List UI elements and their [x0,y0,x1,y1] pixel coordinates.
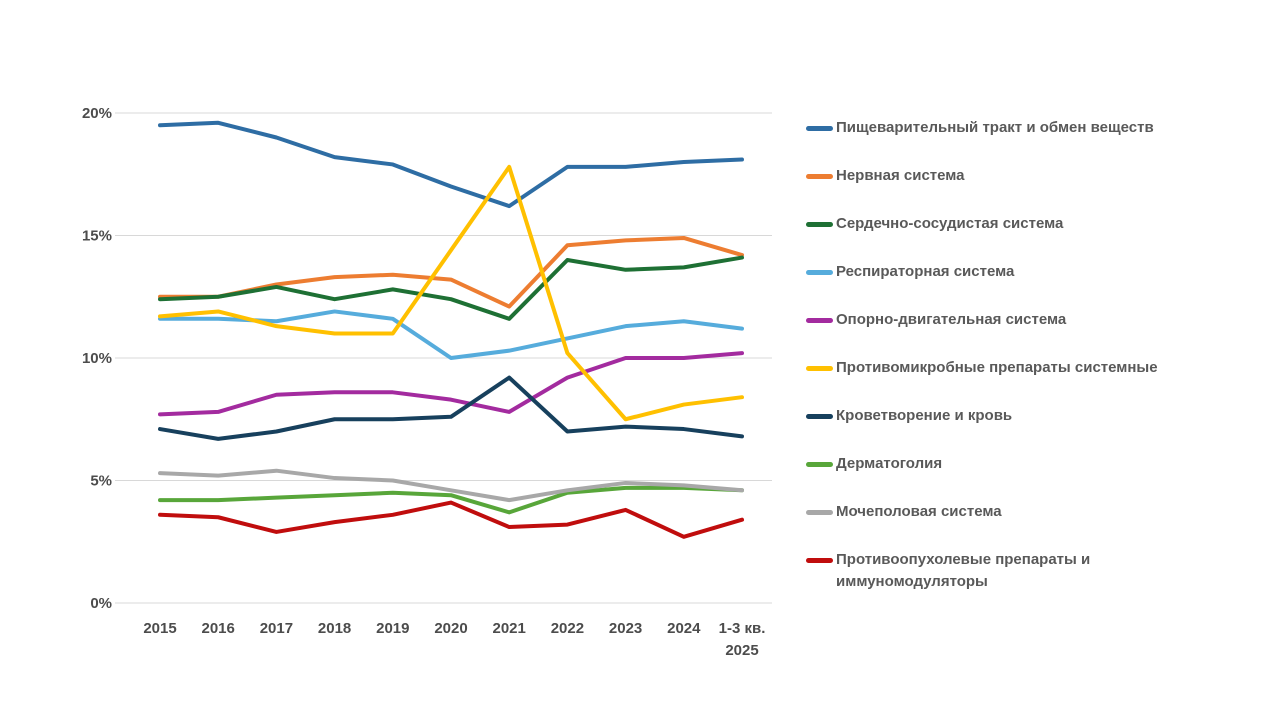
y-tick-label: 0% [90,595,112,612]
x-tick-label: 2021 [493,620,526,637]
x-tick-label: 2025 [725,642,758,659]
series-line-8 [158,468,744,503]
y-tick-label: 15% [82,228,112,245]
legend-label: Сердечно-сосудистая система [836,215,1064,232]
legend-item: Противомикробные препараты системные [806,357,1158,379]
legend-label: Противомикробные препараты системные [836,359,1158,376]
x-tick-label: 2016 [202,620,235,637]
legend-swatch-icon [806,222,833,227]
legend-label: Дерматоголия [836,455,943,472]
series-lines [158,120,744,539]
legend-swatch-icon [806,558,833,563]
legend-swatch-icon [806,126,833,131]
legend-item: Пищеварительный тракт и обмен веществ [806,117,1158,139]
legend-item: Опорно-двигательная система [806,309,1158,331]
legend-swatch-icon [806,270,833,275]
legend-label: Пищеварительный тракт и обмен веществ [836,119,1154,136]
x-tick-label: 1-3 кв. [719,620,766,637]
series-line-5 [158,164,744,422]
legend-item: Дерматоголия [806,453,1158,475]
legend-item: Сердечно-сосудистая система [806,213,1158,235]
y-tick-label: 20% [82,105,112,122]
legend-label: Опорно-двигательная система [836,311,1067,328]
series-line-6 [158,375,744,441]
x-tick-label: 2017 [260,620,293,637]
legend-label: Противоопухолевые препараты и иммуномоду… [836,551,1091,590]
y-axis-labels: 20% 15% 10% 5% 0% [82,105,112,612]
x-tick-label: 2018 [318,620,351,637]
x-tick-label: 2023 [609,620,642,637]
legend-swatch-icon [806,174,833,179]
series-line-9 [158,500,744,539]
legend-swatch-icon [806,510,833,515]
x-tick-label: 2015 [143,620,176,637]
y-tick-label: 5% [90,473,112,490]
legend-swatch-icon [806,462,833,467]
legend-label: Нервная система [836,167,965,184]
legend-label: Кроветворение и кровь [836,407,1013,424]
x-tick-label: 2020 [434,620,467,637]
series-line-7 [158,485,744,515]
legend-swatch-icon [806,366,833,371]
series-line-2 [158,255,744,321]
legend-label: Респираторная система [836,263,1015,280]
legend-label: Мочеполовая система [836,503,1002,520]
gridlines [115,112,772,604]
legend-swatch-icon [806,318,833,323]
legend-item: Противоопухолевые препараты и иммуномоду… [806,549,1158,593]
series-line-4 [158,351,744,417]
x-tick-label: 2022 [551,620,584,637]
legend: Пищеварительный тракт и обмен веществ Не… [806,117,1158,619]
y-tick-label: 10% [82,350,112,367]
series-line-0 [158,120,744,209]
legend-item: Респираторная система [806,261,1158,283]
legend-item: Мочеполовая система [806,501,1158,523]
x-tick-label: 2019 [376,620,409,637]
legend-item: Кроветворение и кровь [806,405,1158,427]
x-tick-label: 2024 [667,620,701,637]
legend-item: Нервная система [806,165,1158,187]
legend-swatch-icon [806,414,833,419]
x-axis-labels: 2015 2016 2017 2018 2019 2020 2021 2022 … [143,620,765,659]
